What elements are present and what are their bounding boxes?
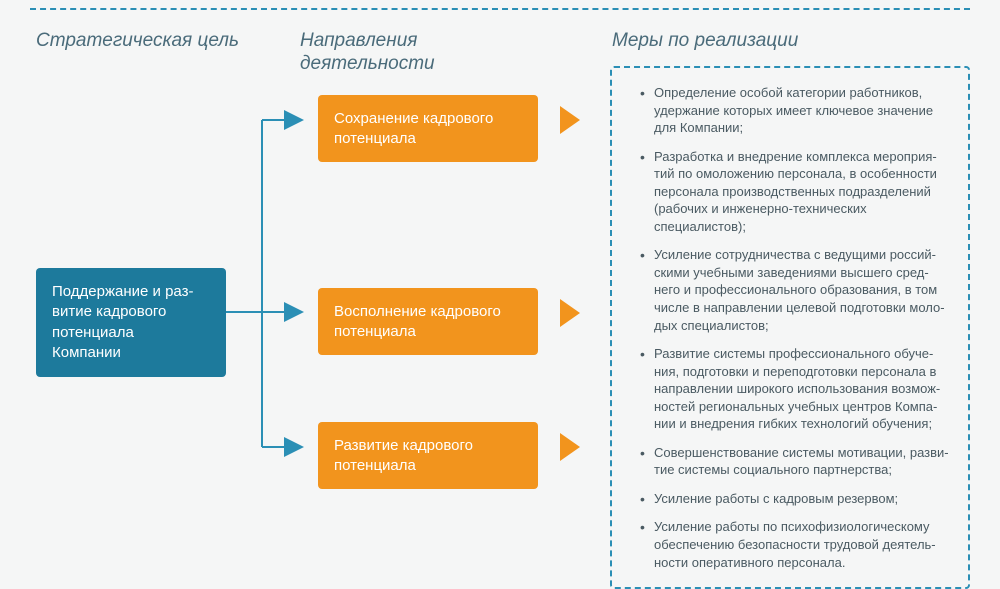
measures-panel: Определение особой категории работников,… (610, 66, 970, 589)
measure-item: Усиление работы с кадровым резервом; (640, 490, 950, 508)
direction-box-2: Восполнение кадрового потенциала (318, 288, 538, 355)
measure-item: Усиление работы по психофизиологическому… (640, 518, 950, 571)
header-goal: Стратегическая цель (36, 30, 239, 53)
triangle-3 (560, 433, 580, 461)
triangle-1 (560, 106, 580, 134)
measure-item: Усиление сотрудничества с ведущими росси… (640, 246, 950, 334)
header-directions: Направления деятельности (300, 30, 435, 76)
measure-item: Определение особой категории работников,… (640, 84, 950, 137)
direction-box-1: Сохранение кадрового потенциала (318, 95, 538, 162)
triangle-2 (560, 299, 580, 327)
measure-item: Совершенствование системы мотивации, раз… (640, 444, 950, 479)
measure-item: Развитие системы профессионального обуче… (640, 345, 950, 433)
measure-item: Разработка и внедрение комплекса меропри… (640, 148, 950, 236)
goal-box: Поддержание и раз- витие кадрового потен… (36, 268, 226, 377)
direction-box-3: Развитие кадрового потенциала (318, 422, 538, 489)
measures-list: Определение особой категории работников,… (640, 84, 950, 571)
top-dashed-border (30, 8, 970, 10)
header-measures: Меры по реализации (612, 30, 798, 53)
